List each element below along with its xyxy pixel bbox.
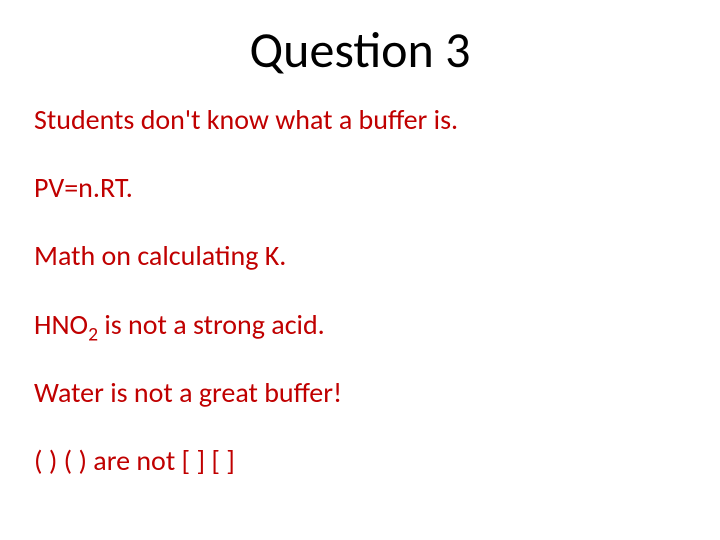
- body-line: PV=n.RT.: [34, 172, 684, 204]
- line-spacer: [34, 210, 684, 240]
- body-line: ( ) ( ) are not [ ] [ ]: [34, 445, 684, 477]
- line-spacer: [34, 279, 684, 309]
- text-fragment: HNO: [34, 307, 88, 342]
- subscript: 2: [88, 322, 98, 346]
- slide-body: Students don't know what a buffer is. PV…: [34, 104, 684, 483]
- slide: Question 3 Students don't know what a bu…: [0, 0, 720, 540]
- line-spacer: [34, 142, 684, 172]
- body-line: Students don't know what a buffer is.: [34, 104, 684, 136]
- line-spacer: [34, 347, 684, 377]
- text-fragment: is not a strong acid.: [98, 307, 325, 342]
- body-line: Water is not a great buffer!: [34, 377, 684, 409]
- slide-title: Question 3: [0, 20, 720, 81]
- line-spacer: [34, 415, 684, 445]
- body-line: Math on calculating K.: [34, 240, 684, 272]
- body-line: HNO2 is not a strong acid.: [34, 309, 684, 341]
